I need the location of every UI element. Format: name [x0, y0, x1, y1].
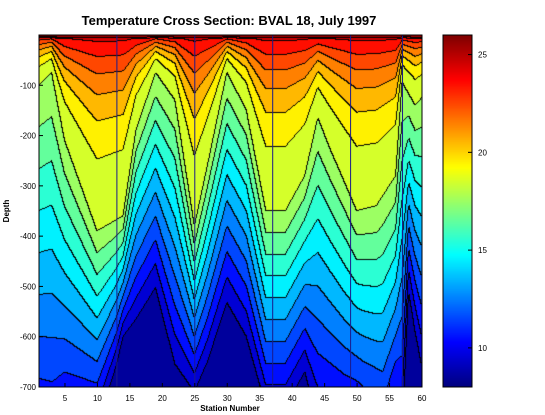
colorbar-tick-label: 10 [478, 344, 487, 353]
y-tick-label: -600 [20, 333, 37, 342]
colorbar-tick-label: 20 [478, 148, 487, 157]
x-tick-label: 45 [320, 394, 329, 403]
x-axis: 5 10 15 20 25 30 35 40 45 50 55 60 [63, 383, 427, 403]
colorbar-frame [442, 34, 473, 388]
x-tick-label: 30 [223, 394, 232, 403]
x-tick-label: 10 [93, 394, 102, 403]
colorbar-gradient [443, 35, 472, 387]
x-tick-label: 60 [418, 394, 427, 403]
x-tick-label: 25 [190, 394, 199, 403]
y-tick-label: -700 [20, 383, 37, 392]
y-axis: -100 -200 -300 -400 -500 -600 -700 [20, 81, 43, 392]
x-tick-label: 5 [63, 394, 68, 403]
colorbar-tick-label: 15 [478, 246, 487, 255]
temperature-contour-field [39, 35, 422, 387]
plot-area [38, 34, 423, 388]
y-tick-label: -300 [20, 182, 37, 191]
transect-break-lines [116, 35, 404, 387]
x-tick-label: 50 [353, 394, 362, 403]
colorbar: 10 15 20 25 [442, 34, 487, 388]
x-axis-label: Station Number [200, 404, 260, 413]
y-tick-label: -500 [20, 282, 37, 291]
x-tick-label: 15 [125, 394, 134, 403]
plot-frame [38, 34, 423, 388]
x-tick-label: 55 [385, 394, 394, 403]
x-tick-label: 35 [255, 394, 264, 403]
y-tick-label: -400 [20, 232, 37, 241]
colorbar-tick-label: 25 [478, 51, 487, 60]
y-axis-label: Depth [2, 200, 11, 223]
x-tick-label: 20 [158, 394, 167, 403]
x-tick-label: 40 [288, 394, 297, 403]
y-tick-label: -200 [20, 132, 37, 141]
chart-title: Temperature Cross Section: BVAL 18, July… [82, 13, 377, 28]
y-tick-label: -100 [20, 81, 37, 90]
colorbar-ticks: 10 15 20 25 [468, 51, 487, 353]
